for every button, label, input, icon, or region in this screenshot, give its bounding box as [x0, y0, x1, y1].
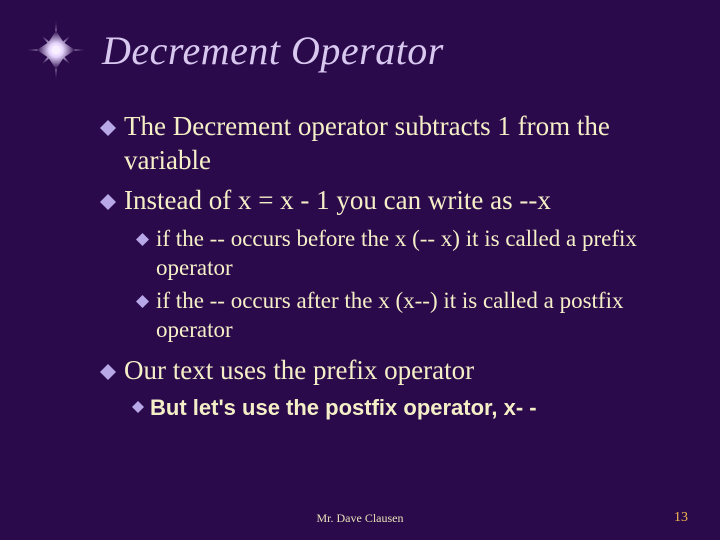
sub-bullet-group: if the -- occurs before the x (-- x) it … [100, 225, 670, 344]
bullet-item: if the -- occurs after the x (x--) it is… [136, 287, 670, 345]
diamond-bullet-icon [132, 401, 144, 413]
starburst-icon [24, 18, 88, 82]
bullet-item: if the -- occurs before the x (-- x) it … [136, 225, 670, 283]
sub-bullet-group: But let's use the postfix operator, x- - [100, 394, 670, 423]
bullet-item: Instead of x = x - 1 you can write as --… [100, 184, 670, 218]
bullet-text: The Decrement operator subtracts 1 from … [124, 110, 670, 178]
bullet-item: Our text uses the prefix operator [100, 354, 670, 388]
bullet-text: if the -- occurs after the x (x--) it is… [156, 287, 670, 345]
bullet-item: The Decrement operator subtracts 1 from … [100, 110, 670, 178]
diamond-bullet-icon [100, 364, 116, 380]
slide-title: Decrement Operator [102, 27, 444, 74]
diamond-bullet-icon [136, 233, 149, 246]
footer: Mr. Dave Clausen [0, 511, 720, 526]
diamond-bullet-icon [136, 295, 149, 308]
bullet-item: But let's use the postfix operator, x- - [132, 394, 670, 423]
slide-content: The Decrement operator subtracts 1 from … [30, 110, 690, 423]
bullet-text: But let's use the postfix operator, x- - [150, 394, 537, 423]
bullet-text: if the -- occurs before the x (-- x) it … [156, 225, 670, 283]
title-row: Decrement Operator [30, 18, 690, 82]
diamond-bullet-icon [100, 194, 116, 210]
bullet-text: Our text uses the prefix operator [124, 354, 474, 388]
slide: Decrement Operator The Decrement operato… [0, 0, 720, 540]
bullet-text: Instead of x = x - 1 you can write as --… [124, 184, 551, 218]
diamond-bullet-icon [100, 120, 116, 136]
footer-author: Mr. Dave Clausen [317, 511, 404, 526]
page-number: 13 [674, 510, 688, 526]
